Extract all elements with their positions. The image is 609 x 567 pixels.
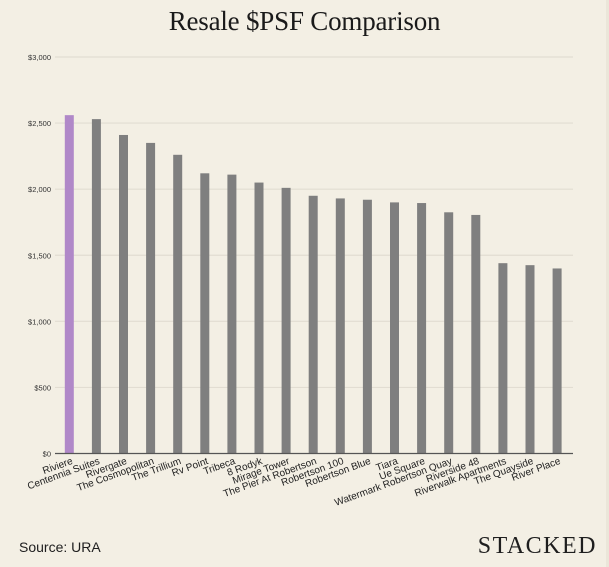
bar bbox=[471, 214, 481, 454]
bar bbox=[444, 212, 454, 454]
bar bbox=[200, 173, 210, 454]
y-tick-label: $1,500 bbox=[28, 251, 51, 260]
y-tick-label: $0 bbox=[43, 450, 51, 459]
bar bbox=[390, 202, 399, 454]
bar bbox=[254, 182, 264, 454]
y-tick-label: $2,000 bbox=[28, 185, 51, 194]
bar bbox=[362, 199, 372, 454]
bar bbox=[525, 265, 535, 454]
y-tick-label: $3,000 bbox=[28, 53, 51, 62]
bars bbox=[64, 115, 562, 454]
bar bbox=[173, 154, 183, 454]
y-tick-label: $2,500 bbox=[28, 119, 51, 128]
bar bbox=[64, 115, 74, 454]
bar bbox=[119, 134, 128, 454]
chart-title: Resale $PSF Comparison bbox=[168, 6, 441, 36]
y-tick-label: $1,000 bbox=[28, 317, 51, 326]
bar bbox=[552, 268, 562, 454]
right-edge bbox=[606, 0, 609, 567]
bar bbox=[335, 198, 345, 454]
bar bbox=[498, 263, 508, 454]
bar bbox=[308, 195, 318, 454]
bar bbox=[281, 187, 291, 454]
bar bbox=[146, 142, 156, 454]
y-tick-label: $500 bbox=[34, 383, 51, 392]
source-note: Source: URA bbox=[19, 539, 101, 555]
bar bbox=[227, 174, 237, 454]
y-axis-ticks: $0 $500 $1,000 $1,500 $2,000 $2,500 $3,000 bbox=[28, 53, 51, 459]
bar bbox=[417, 203, 427, 454]
bar bbox=[91, 119, 101, 454]
brand-logo: STACKED bbox=[477, 533, 597, 559]
